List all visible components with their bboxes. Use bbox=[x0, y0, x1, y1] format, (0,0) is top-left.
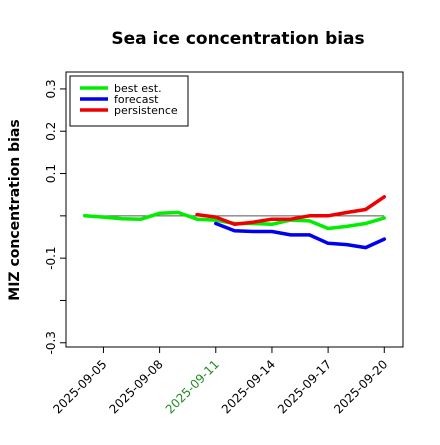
legend-label: persistence bbox=[114, 104, 178, 117]
legend-label: forecast bbox=[114, 93, 159, 106]
y-tick-label: -0.3 bbox=[44, 331, 58, 354]
series-line-forecast bbox=[214, 221, 387, 250]
y-tick-label: 0.3 bbox=[44, 79, 58, 98]
plot-area: 0.30.20.1-0.1-0.32025-09-052025-09-08202… bbox=[44, 71, 404, 416]
chart-title: Sea ice concentration bias bbox=[111, 29, 364, 49]
x-tick-label: 2025-09-14 bbox=[219, 357, 278, 416]
legend-label: best est. bbox=[114, 82, 162, 95]
x-tick-label: 2025-09-05 bbox=[50, 357, 109, 416]
y-tick-label: 0.2 bbox=[44, 122, 58, 141]
plot-frame bbox=[65, 71, 404, 348]
y-tick-label: -0.1 bbox=[44, 246, 58, 269]
x-tick-label: 2025-09-17 bbox=[275, 357, 334, 416]
legend-box bbox=[69, 75, 189, 127]
x-tick-label: 2025-09-11 bbox=[163, 357, 222, 416]
x-tick-label: 2025-09-20 bbox=[331, 357, 390, 416]
y-tick-label: 0.1 bbox=[44, 164, 58, 183]
x-tick-label: 2025-09-08 bbox=[107, 357, 166, 416]
series-line-persistence bbox=[195, 195, 387, 227]
y-axis-label: MIZ concentration bias bbox=[7, 119, 23, 300]
